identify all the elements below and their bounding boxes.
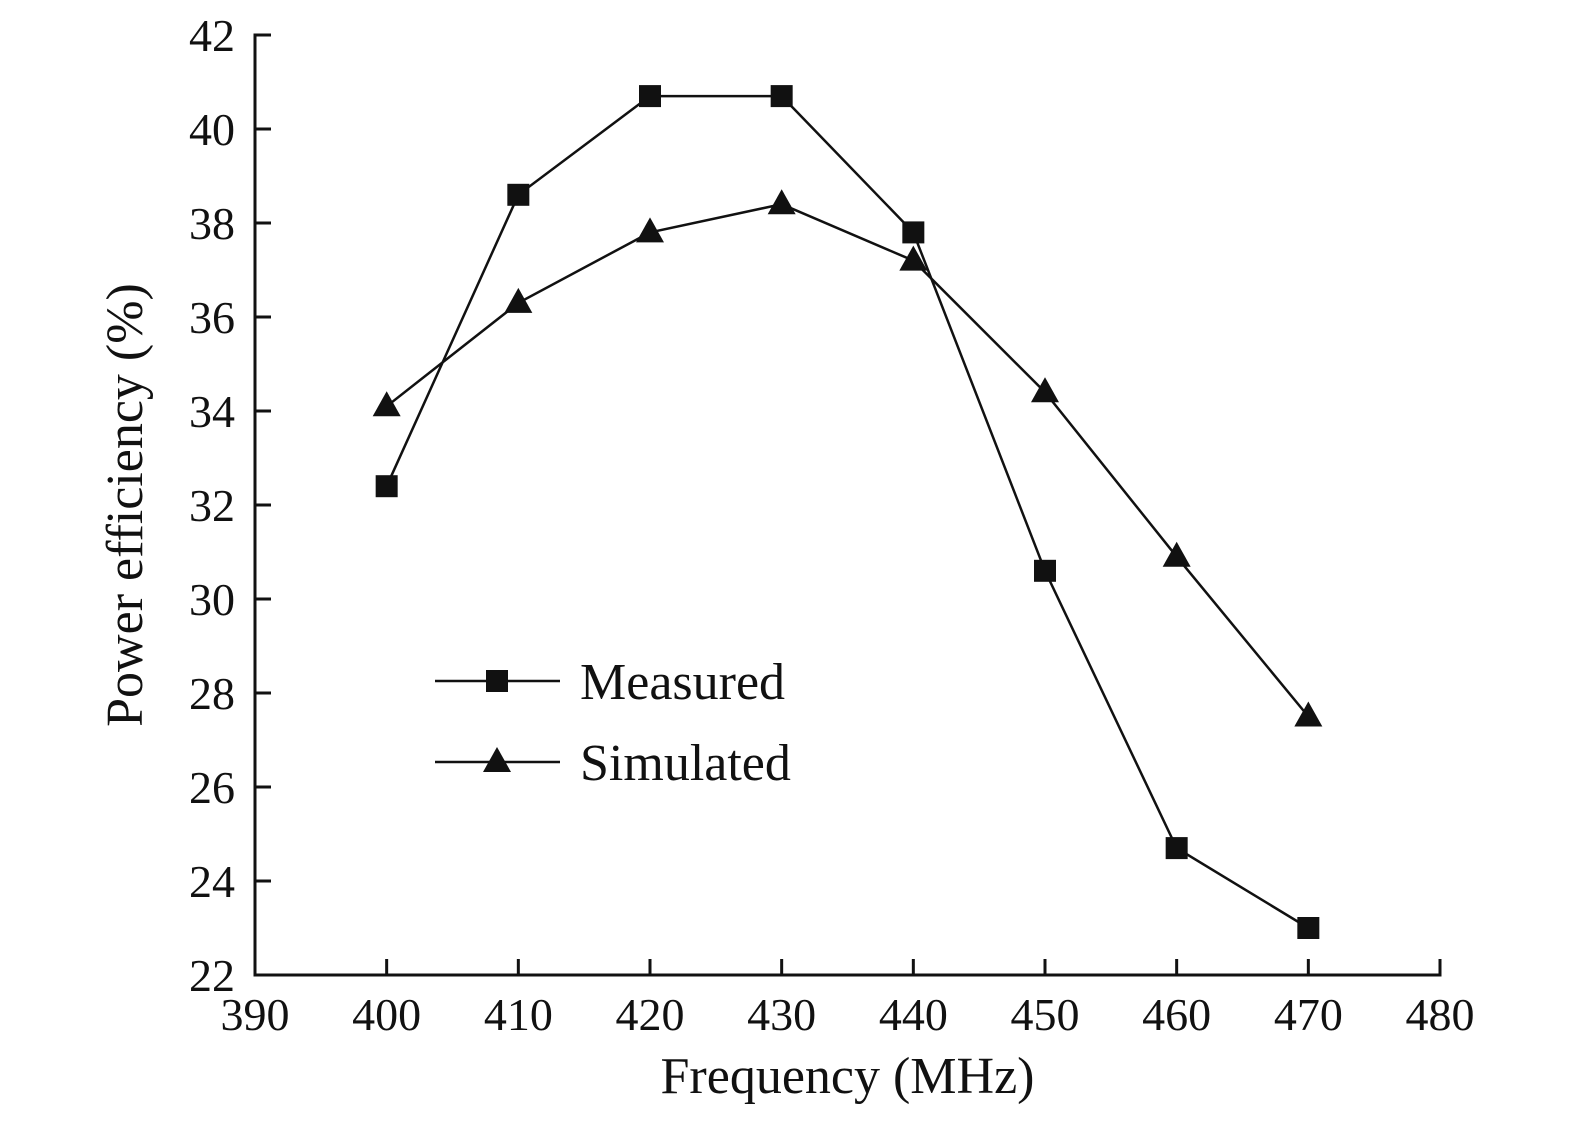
x-tick-label: 430: [747, 989, 816, 1040]
triangle-marker: [1294, 701, 1323, 727]
legend-label: Measured: [580, 654, 785, 711]
x-tick-label: 420: [616, 989, 685, 1040]
series-measured: [375, 85, 1320, 939]
y-tick-label: 26: [189, 762, 235, 813]
square-marker: [486, 670, 508, 692]
series-line: [385, 94, 1309, 930]
triangle-marker: [372, 391, 401, 417]
square-marker: [1297, 917, 1320, 939]
x-tick-label: 400: [352, 989, 421, 1040]
x-tick-label: 390: [221, 989, 290, 1040]
legend-item-simulated: Simulated: [435, 735, 791, 792]
y-tick-label: 34: [189, 386, 235, 437]
y-tick-label: 42: [189, 10, 235, 61]
series-line: [385, 202, 1310, 718]
y-tick-label: 28: [189, 668, 235, 719]
y-tick-label: 40: [189, 104, 235, 155]
triangle-marker: [636, 217, 664, 243]
tick-labels: 390 400 410 420 430 440 450 460 470 480 22 24 26 28 30…: [189, 10, 1475, 1040]
triangle-marker: [767, 189, 796, 215]
square-marker: [1165, 837, 1188, 860]
y-tick-label: 32: [189, 480, 235, 531]
x-tick-label: 480: [1406, 989, 1475, 1040]
square-marker: [507, 183, 530, 206]
x-tick-label: 460: [1142, 989, 1211, 1040]
y-tick-label: 38: [189, 198, 235, 249]
legend: Measured Simulated: [435, 654, 791, 792]
y-tick-label: 22: [189, 950, 235, 1001]
legend-label: Simulated: [580, 735, 791, 792]
x-axis-title: Frequency (MHz): [661, 1048, 1035, 1105]
y-tick-label: 24: [189, 856, 235, 907]
triangle-marker: [1031, 377, 1059, 403]
square-marker: [639, 85, 661, 108]
square-marker: [375, 475, 398, 498]
square-marker: [1034, 559, 1056, 582]
legend-item-measured: Measured: [435, 654, 785, 711]
y-axis-title: Power efficiency (%): [97, 283, 154, 727]
x-tick-label: 450: [1011, 989, 1080, 1040]
x-tick-label: 410: [484, 989, 553, 1040]
y-tick-label: 30: [189, 574, 235, 625]
triangle-marker: [483, 747, 511, 772]
x-tick-label: 440: [879, 989, 948, 1040]
x-tick-label: 470: [1274, 989, 1343, 1040]
triangle-marker: [1162, 541, 1191, 567]
square-marker: [902, 221, 925, 244]
triangle-marker: [899, 245, 928, 271]
square-marker: [770, 85, 793, 108]
ticks: [253, 33, 1442, 977]
triangle-marker: [504, 287, 533, 313]
y-tick-label: 36: [189, 292, 235, 343]
series-simulated: [372, 189, 1323, 727]
